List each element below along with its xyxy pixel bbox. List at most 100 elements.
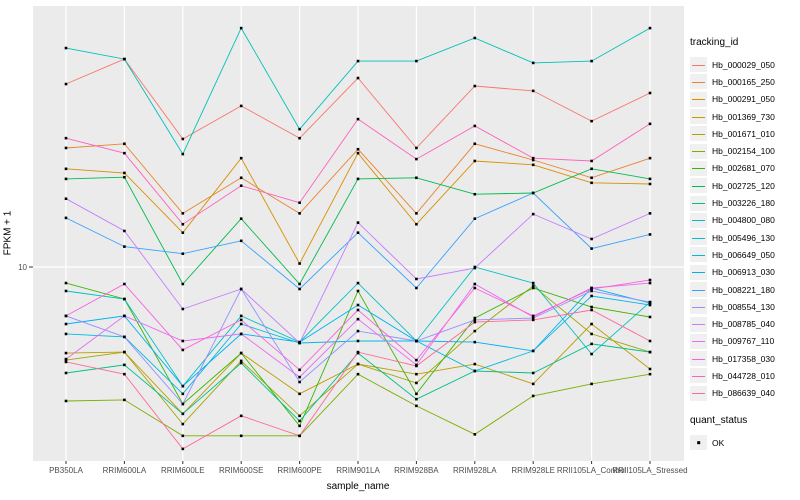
data-point: [415, 404, 418, 408]
data-point: [415, 59, 418, 63]
data-point: [298, 375, 301, 379]
data-point: [181, 137, 185, 141]
data-point: [590, 322, 593, 326]
data-point: [356, 76, 360, 80]
data-point: [590, 119, 593, 123]
data-point: [239, 414, 243, 418]
data-point: [123, 151, 126, 155]
data-point: [298, 136, 301, 140]
legend-item-Hb_009767_110: Hb_009767_110: [690, 333, 798, 350]
legend-item-label: Hb_000165_250: [712, 76, 775, 87]
data-point: [473, 36, 477, 40]
data-point: [473, 159, 477, 163]
data-point: [590, 342, 593, 346]
data-point: [648, 315, 652, 319]
legend-item-Hb_044728_010: Hb_044728_010: [690, 367, 798, 384]
legend-item-Hb_008785_040: Hb_008785_040: [690, 315, 798, 332]
data-point: [64, 146, 68, 150]
data-point: [239, 26, 243, 30]
data-point: [356, 151, 360, 155]
legend-item-quant-OK: OK: [690, 434, 798, 451]
data-point: [648, 156, 652, 160]
legend-item-Hb_005496_130: Hb_005496_130: [690, 229, 798, 246]
x-tick-label: RRIM928BA: [394, 466, 439, 475]
data-point: [239, 322, 243, 326]
data-point: [415, 397, 418, 401]
legend-title-tracking-id: tracking_id: [690, 37, 739, 48]
data-point: [531, 89, 535, 93]
x-tick-label: RRIM600LA: [103, 466, 147, 475]
data-point: [356, 281, 360, 285]
legend-item-label: Hb_002681_070: [712, 163, 775, 174]
data-point: [531, 382, 535, 386]
data-point: [473, 433, 477, 436]
legend-key-line-icon: [690, 57, 707, 73]
legend-item-label: Hb_000029_050: [712, 59, 775, 70]
y-axis-title: FPKM + 1: [2, 210, 14, 256]
data-point: [473, 282, 477, 286]
data-point: [531, 314, 535, 318]
data-point: [473, 318, 477, 322]
data-point: [64, 167, 68, 171]
legend-item-label: Hb_008554_130: [712, 301, 775, 312]
data-point: [648, 350, 652, 354]
tracking-id-legend-items: Hb_000029_050 Hb_000165_250 Hb_000291_050 H…: [690, 56, 798, 402]
data-point: [415, 157, 418, 161]
x-tick-label: RRIM928LA: [453, 466, 497, 475]
data-point: [473, 340, 477, 344]
data-point: [298, 212, 301, 215]
data-point: [298, 424, 301, 428]
data-point: [123, 175, 126, 179]
data-point: [415, 339, 418, 343]
legend-item-Hb_008221_180: Hb_008221_180: [690, 281, 798, 298]
data-point: [239, 287, 243, 291]
data-point: [64, 216, 68, 220]
data-point: [356, 362, 360, 366]
data-point: [356, 339, 360, 343]
legend-item-label: Hb_000291_050: [712, 94, 775, 105]
data-point: [415, 212, 418, 215]
legend-item-label: Hb_004800_080: [712, 215, 775, 226]
data-point: [298, 282, 301, 286]
data-point: [239, 318, 243, 322]
data-point: [239, 361, 243, 365]
legend-item-Hb_001671_010: Hb_001671_010: [690, 125, 798, 142]
data-point: [648, 233, 652, 236]
data-point: [648, 303, 652, 307]
data-point: [473, 217, 477, 220]
data-point: [123, 398, 126, 402]
data-point: [356, 350, 360, 354]
data-point: [239, 184, 243, 188]
x-tick-label: RRIM600SE: [219, 466, 263, 475]
data-point: [181, 222, 185, 226]
data-point: [415, 146, 418, 150]
data-point: [239, 104, 243, 108]
legend-item-label: Hb_002725_120: [712, 180, 775, 191]
legend-key-line-icon: [690, 230, 707, 246]
data-point: [648, 26, 652, 30]
data-point: [531, 286, 535, 290]
legend-key-line-icon: [690, 91, 707, 107]
data-point: [356, 59, 360, 63]
data-point: [590, 352, 593, 356]
data-point: [531, 371, 535, 375]
data-point: [590, 237, 593, 241]
data-point: [181, 231, 185, 234]
data-point: [64, 351, 68, 355]
data-point: [415, 176, 418, 180]
data-point: [590, 289, 593, 293]
data-point: [356, 221, 360, 224]
legend-item-Hb_002681_070: Hb_002681_070: [690, 160, 798, 177]
x-tick-label: RRII105LA_Stressed: [612, 466, 687, 475]
legend-key-line-icon: [690, 299, 707, 315]
data-point: [181, 412, 185, 416]
data-point: [531, 212, 535, 216]
legend-item-Hb_000291_050: Hb_000291_050: [690, 91, 798, 108]
data-point: [181, 307, 185, 311]
legend-key-line-icon: [690, 385, 707, 401]
data-point: [473, 266, 477, 270]
x-tick-label: RRIM600PE: [277, 466, 321, 475]
data-point: [123, 335, 126, 339]
legend-key-line-icon: [690, 195, 707, 211]
data-point: [356, 317, 360, 321]
